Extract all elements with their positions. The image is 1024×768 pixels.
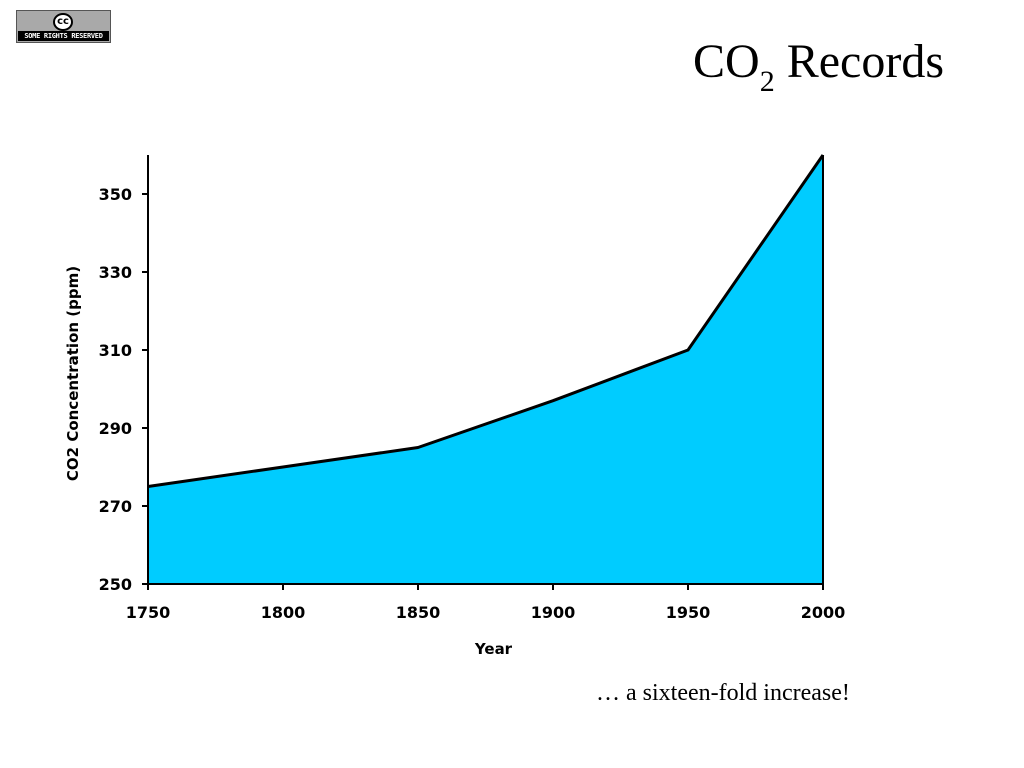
y-tick-label-330: 330 — [99, 263, 132, 282]
y-tick-label-290: 290 — [99, 419, 132, 438]
x-axis-title: Year — [474, 640, 513, 658]
cc-logo-icon: cc — [53, 13, 73, 31]
y-tick-label-350: 350 — [99, 185, 132, 204]
title-main: CO — [693, 35, 760, 88]
x-tick-label-1900: 1900 — [531, 603, 576, 622]
area-fill — [148, 155, 823, 584]
y-tick-label-250: 250 — [99, 575, 132, 594]
x-tick-label-1850: 1850 — [396, 603, 441, 622]
creative-commons-badge: cc SOME RIGHTS RESERVED — [16, 10, 111, 43]
title-rest: Records — [786, 35, 944, 88]
x-tick-label-1950: 1950 — [666, 603, 711, 622]
y-axis-title: CO2 Concentration (ppm) — [64, 266, 82, 481]
cc-badge-text: SOME RIGHTS RESERVED — [18, 31, 109, 41]
series-line — [147, 154, 825, 488]
x-tick-label-1750: 1750 — [126, 603, 171, 622]
y-tick-label-310: 310 — [99, 341, 132, 360]
slide-title: CO2 Records — [693, 35, 944, 97]
y-tick-label-270: 270 — [99, 497, 132, 516]
x-tick-label-2000: 2000 — [801, 603, 846, 622]
title-subscript: 2 — [759, 65, 775, 98]
x-tick-label-1800: 1800 — [261, 603, 306, 622]
slide-caption: … a sixteen-fold increase! — [596, 680, 850, 706]
